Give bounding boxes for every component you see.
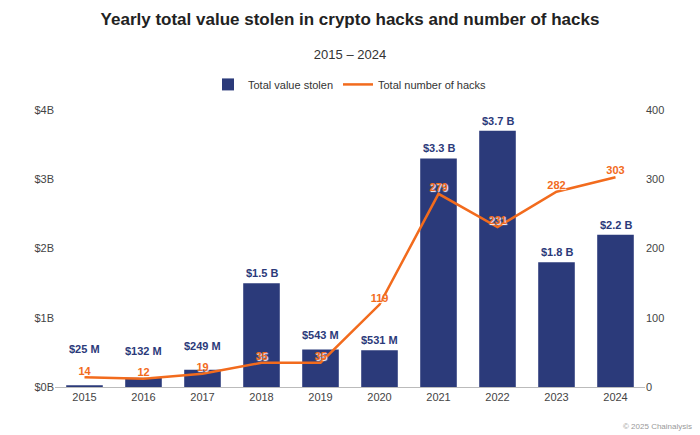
svg-text:$3B: $3B	[34, 173, 54, 185]
svg-text:2023: 2023	[544, 391, 568, 403]
svg-text:$531 M: $531 M	[361, 334, 398, 346]
svg-text:$543 M: $543 M	[302, 329, 339, 341]
svg-text:$2B: $2B	[34, 242, 54, 254]
svg-text:$1B: $1B	[34, 312, 54, 324]
svg-text:Total number of hacks: Total number of hacks	[378, 79, 486, 91]
svg-text:2021: 2021	[426, 391, 450, 403]
svg-text:231: 231	[488, 214, 506, 226]
svg-text:0: 0	[646, 381, 652, 393]
svg-text:35: 35	[255, 350, 267, 362]
svg-text:$2.2 B: $2.2 B	[600, 219, 632, 231]
svg-text:279: 279	[429, 181, 447, 193]
svg-text:$132 M: $132 M	[125, 345, 162, 357]
svg-text:$0B: $0B	[34, 381, 54, 393]
svg-text:12: 12	[137, 366, 149, 378]
svg-text:300: 300	[646, 173, 664, 185]
svg-text:$1.8 B: $1.8 B	[541, 246, 573, 258]
svg-text:2018: 2018	[249, 391, 273, 403]
svg-text:303: 303	[606, 164, 624, 176]
svg-text:$249 M: $249 M	[184, 340, 221, 352]
svg-text:14: 14	[78, 365, 91, 377]
svg-text:35: 35	[314, 350, 326, 362]
svg-text:$1.5 B: $1.5 B	[246, 267, 278, 279]
svg-text:19: 19	[196, 361, 208, 373]
svg-text:$3.7 B: $3.7 B	[482, 115, 514, 127]
svg-text:2015 – 2024: 2015 – 2024	[314, 47, 386, 62]
svg-text:Total value stolen: Total value stolen	[248, 79, 333, 91]
svg-text:$3.3 B: $3.3 B	[423, 142, 455, 154]
svg-text:2020: 2020	[367, 391, 391, 403]
svg-text:200: 200	[646, 242, 664, 254]
svg-text:2016: 2016	[131, 391, 155, 403]
svg-text:© 2025 Chainalysis: © 2025 Chainalysis	[623, 422, 692, 431]
svg-text:$25 M: $25 M	[69, 343, 100, 355]
svg-text:2024: 2024	[603, 391, 627, 403]
svg-text:2015: 2015	[72, 391, 96, 403]
svg-text:$4B: $4B	[34, 104, 54, 116]
svg-text:119: 119	[371, 292, 389, 304]
svg-text:2022: 2022	[485, 391, 509, 403]
svg-text:2017: 2017	[190, 391, 214, 403]
svg-text:282: 282	[547, 179, 565, 191]
svg-text:400: 400	[646, 104, 664, 116]
svg-text:Yearly total value stolen in c: Yearly total value stolen in crypto hack…	[101, 10, 600, 29]
svg-text:2019: 2019	[308, 391, 332, 403]
svg-text:100: 100	[646, 312, 664, 324]
